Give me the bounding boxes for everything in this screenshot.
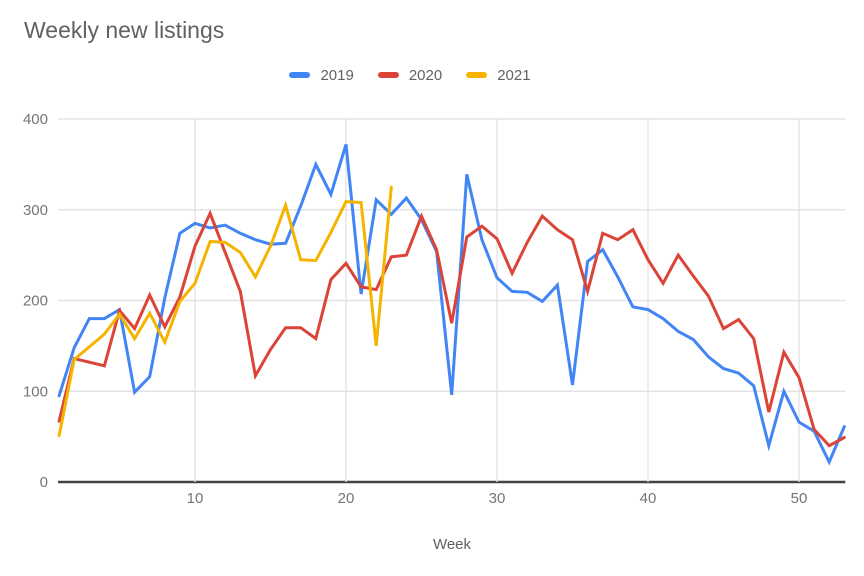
x-tick-label: 30 bbox=[489, 490, 506, 507]
legend-label: 2021 bbox=[497, 66, 531, 84]
series-line-2019 bbox=[57, 143, 846, 466]
x-tick-label: 20 bbox=[338, 490, 355, 507]
legend-label: 2019 bbox=[320, 66, 354, 84]
series-line-2021 bbox=[57, 185, 393, 438]
legend-swatch-2020 bbox=[377, 72, 399, 78]
y-tick-label: 200 bbox=[23, 293, 48, 310]
y-tick-label: 400 bbox=[23, 111, 48, 128]
legend-item-2021: 2021 bbox=[466, 66, 531, 84]
legend: 2019 2020 2021 bbox=[0, 66, 842, 84]
legend-item-2019: 2019 bbox=[289, 66, 354, 84]
legend-swatch-2021 bbox=[466, 72, 488, 78]
legend-swatch-2019 bbox=[289, 72, 311, 78]
x-tick-label: 10 bbox=[187, 490, 204, 507]
series-line-2020 bbox=[57, 209, 846, 448]
legend-item-2020: 2020 bbox=[377, 66, 443, 84]
x-axis-title: Week bbox=[432, 536, 472, 553]
legend-label: 2020 bbox=[408, 66, 443, 84]
x-tick-label: 50 bbox=[791, 490, 808, 507]
chart-title: Weekly new listings bbox=[24, 17, 225, 43]
y-tick-label: 0 bbox=[40, 474, 48, 491]
y-tick-label: 100 bbox=[23, 383, 48, 400]
y-tick-label: 300 bbox=[23, 202, 48, 219]
x-tick-label: 40 bbox=[640, 490, 657, 507]
